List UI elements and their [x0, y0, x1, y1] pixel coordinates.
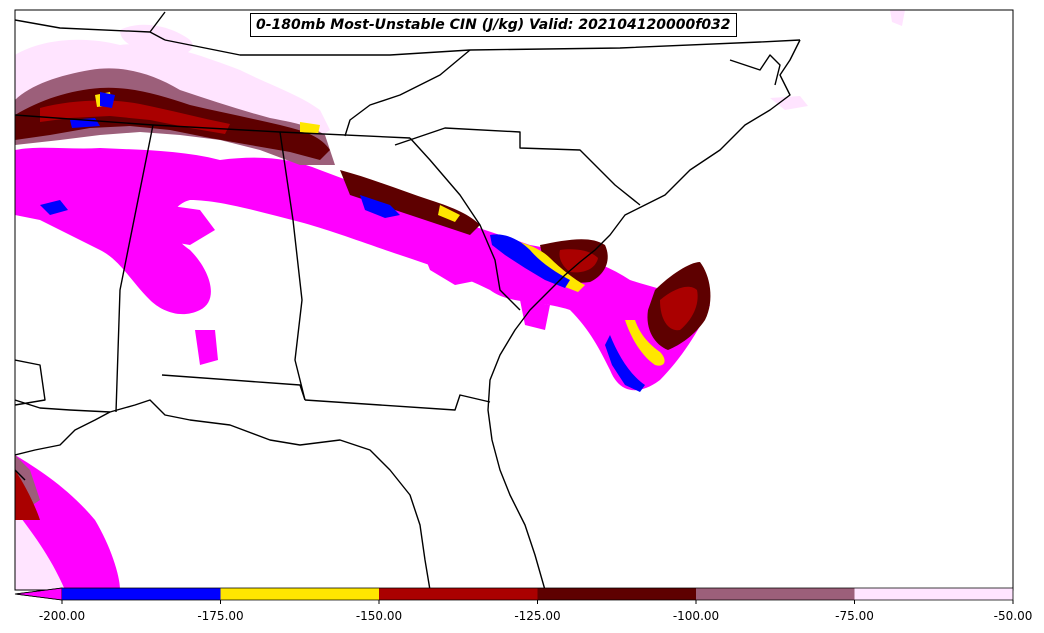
cin-field-magenta [520, 300, 550, 330]
state-line-tn-ky [164, 39, 471, 56]
cin-field-magenta [130, 200, 215, 245]
cin-field-yellow [625, 320, 665, 366]
state-line-la [15, 359, 46, 406]
cin-field-blue [360, 195, 400, 218]
colorbar-tick-label: -175.00 [197, 609, 244, 623]
chesapeake-coastline [729, 54, 781, 86]
cin-field-pink [120, 24, 193, 57]
cin-field-blue [40, 200, 68, 215]
state-boundaries [15, 11, 801, 590]
atlantic-coastline [487, 39, 801, 590]
cin-field-pink [15, 510, 65, 590]
cin-field-blue [490, 234, 570, 288]
cin-field-yellow [300, 122, 320, 134]
cin-field-blue [605, 335, 645, 392]
colorbar-tick-label: -50.00 [993, 609, 1033, 623]
cin-field-pink [890, 10, 905, 26]
colorbar-tick-label: -100.00 [672, 609, 720, 623]
texas-coastline [15, 469, 26, 481]
cin-field-magenta [420, 245, 480, 285]
state-line-nc-sc [394, 127, 641, 206]
colorbar-tick-label: -200.00 [38, 609, 86, 623]
cin-field-darkred [340, 170, 480, 235]
state-line-ms-al [115, 124, 154, 413]
colorbar-tick-label: -150.00 [355, 609, 403, 623]
cin-field-red [660, 286, 698, 331]
louisiana-coastline [15, 411, 111, 456]
state-line-al-fl [161, 374, 306, 401]
state-line-al-ga [279, 131, 306, 401]
cin-field-blue [100, 92, 115, 108]
map-title: 0-180mb Most-Unstable CIN (J/kg) Valid: … [250, 13, 737, 37]
colorbar-tick-label: -75.00 [835, 609, 874, 623]
gulf-coastline [15, 399, 431, 590]
cin-field-red [40, 100, 230, 134]
cin-field-magenta [195, 330, 218, 365]
colorbar-tick-label: -125.00 [514, 609, 561, 623]
state-line-ga-sc [409, 137, 521, 311]
state-line-nc-va [469, 39, 801, 51]
cin-field-yellow [438, 205, 460, 222]
state-line-north-west [15, 11, 166, 41]
state-line-tn-nc [344, 49, 471, 137]
state-line-ga-fl [304, 394, 491, 411]
cin-field-pink [770, 96, 808, 110]
cin-field-red [15, 470, 40, 520]
